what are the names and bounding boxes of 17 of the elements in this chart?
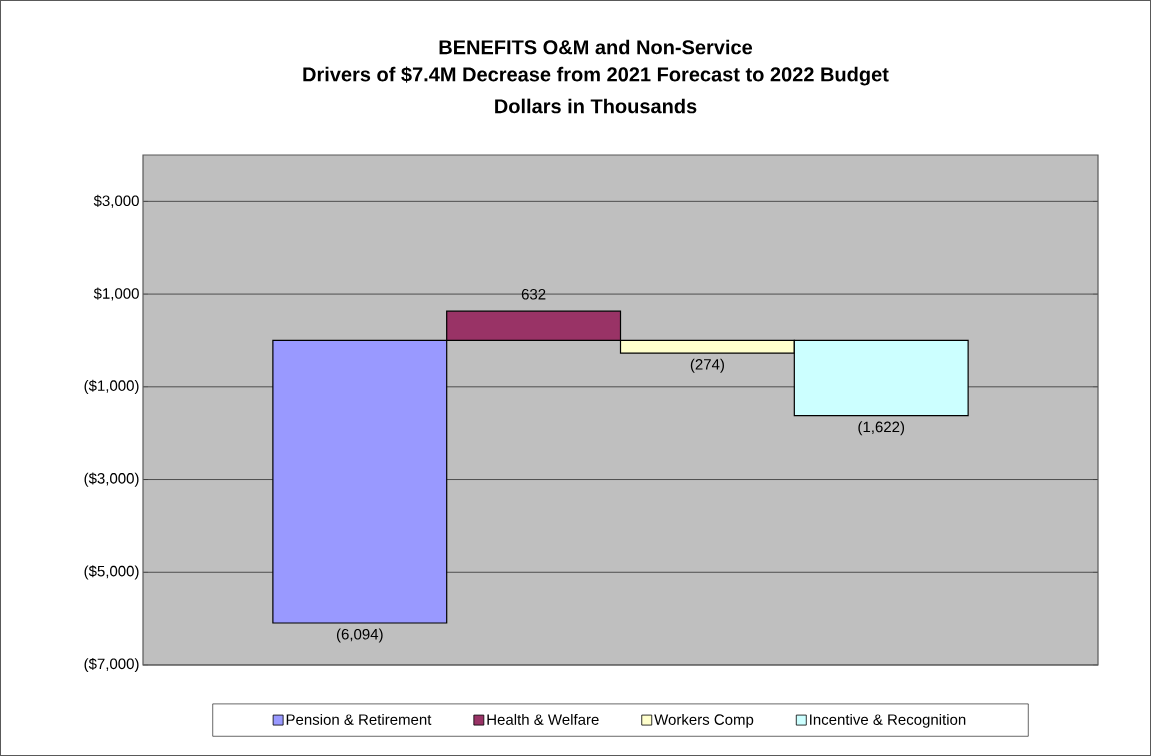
legend-label: Workers Comp [654,713,754,728]
data-label: (274) [690,358,724,373]
text: Dollars in Thousands [495,98,697,114]
y-tick-label: $1,000 [93,287,139,301]
y-tick-label: ($7,000) [84,657,139,673]
chart-subtitle: Drivers of $7.4M Decrease from 2021 Forecast to 2022 Budget [303,66,889,86]
y-tick-label: ($3,000) [84,472,139,487]
y-tick-label: ($5,000) [84,565,139,580]
legend-label: Incentive & Recognition [810,713,966,728]
y-tick-label: $3,000 [93,194,139,208]
legend-label: Pension & Retirement [286,713,432,725]
data-label: (1,622) [858,421,905,436]
data-label: (6,094) [336,628,383,643]
legend-label: Health & Welfare [487,713,599,725]
chart-title: BENEFITS O&M and Non-Service [439,39,753,55]
y-tick-label: ($1,000) [84,379,139,394]
data-label: 632 [521,288,546,300]
